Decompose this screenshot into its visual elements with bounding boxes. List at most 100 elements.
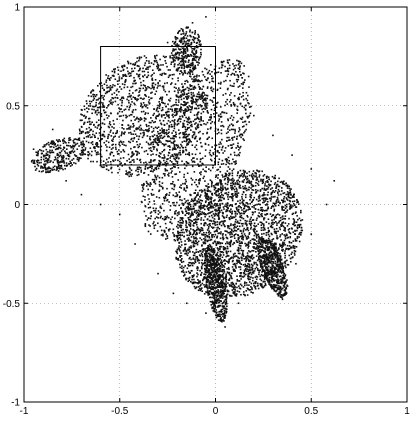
data-point: [137, 147, 139, 149]
data-point: [207, 95, 209, 97]
data-point: [87, 158, 89, 160]
data-point: [181, 241, 183, 243]
data-point: [128, 63, 130, 65]
data-point: [213, 154, 215, 156]
data-point: [240, 230, 242, 232]
data-point: [143, 135, 145, 137]
data-point: [245, 235, 247, 237]
data-point: [228, 145, 230, 147]
data-point: [255, 185, 257, 187]
data-point: [220, 72, 222, 74]
data-point: [190, 206, 192, 208]
data-point: [170, 156, 172, 158]
data-point: [188, 217, 190, 219]
data-point: [233, 104, 235, 106]
data-point: [163, 173, 165, 175]
data-point: [197, 123, 199, 125]
data-point: [242, 186, 244, 188]
data-point: [235, 203, 237, 205]
data-point: [266, 203, 268, 205]
data-point: [276, 185, 278, 187]
data-point: [165, 106, 167, 108]
data-point: [211, 220, 213, 222]
data-point: [89, 101, 91, 103]
data-point: [118, 80, 120, 82]
data-point: [227, 118, 229, 120]
data-point: [247, 236, 249, 238]
data-point: [169, 69, 171, 71]
data-point: [199, 270, 201, 272]
data-point: [198, 289, 200, 291]
data-point: [242, 92, 244, 94]
data-point: [241, 198, 243, 200]
data-point: [290, 258, 292, 260]
data-point: [195, 128, 197, 130]
data-point: [257, 190, 259, 192]
data-point: [243, 65, 245, 67]
data-point: [233, 73, 235, 75]
data-point: [185, 96, 187, 98]
data-point: [181, 72, 183, 74]
data-point: [134, 80, 136, 82]
data-point: [118, 107, 120, 109]
data-point: [132, 112, 134, 114]
data-point: [125, 117, 127, 119]
data-point: [253, 189, 255, 191]
data-point: [258, 171, 260, 173]
data-point: [103, 110, 105, 112]
data-point: [79, 133, 81, 135]
data-point: [216, 244, 218, 246]
data-point: [188, 138, 190, 140]
data-point: [146, 60, 148, 62]
data-point: [218, 250, 220, 252]
data-point: [186, 234, 188, 236]
data-point: [132, 152, 134, 154]
data-point: [182, 219, 184, 221]
data-point: [229, 129, 231, 131]
data-point: [202, 249, 204, 251]
data-point: [204, 94, 206, 96]
data-point: [110, 124, 112, 126]
data-point: [242, 87, 244, 89]
data-point: [166, 188, 168, 190]
data-point: [156, 148, 158, 150]
data-point: [172, 202, 174, 204]
data-point: [256, 204, 258, 206]
data-point: [171, 106, 173, 108]
data-point: [170, 63, 172, 65]
data-point: [111, 167, 113, 169]
data-point: [93, 147, 95, 149]
data-point: [251, 223, 253, 225]
data-point: [248, 273, 250, 275]
data-point: [113, 136, 115, 138]
data-point: [174, 128, 176, 130]
data-point: [129, 115, 131, 117]
data-point: [96, 142, 98, 144]
data-point: [159, 177, 161, 179]
data-point: [171, 216, 173, 218]
data-point: [185, 229, 187, 231]
data-point: [209, 216, 211, 218]
data-point: [296, 246, 298, 248]
data-point: [126, 99, 128, 101]
data-point: [156, 62, 158, 64]
data-point: [190, 92, 192, 94]
data-point: [158, 155, 160, 157]
data-point: [154, 134, 156, 136]
data-point: [178, 99, 180, 101]
data-point: [197, 105, 199, 107]
data-point: [269, 185, 271, 187]
data-point: [179, 199, 181, 201]
data-point: [223, 269, 225, 271]
data-point: [248, 259, 250, 261]
data-point: [300, 210, 302, 212]
data-point: [299, 241, 301, 243]
data-point: [192, 137, 194, 139]
data-point: [242, 200, 244, 202]
data-point: [267, 198, 269, 200]
data-point: [250, 221, 252, 223]
data-point: [135, 98, 137, 100]
data-point: [252, 178, 254, 180]
data-point: [297, 224, 299, 226]
data-point: [209, 220, 211, 222]
